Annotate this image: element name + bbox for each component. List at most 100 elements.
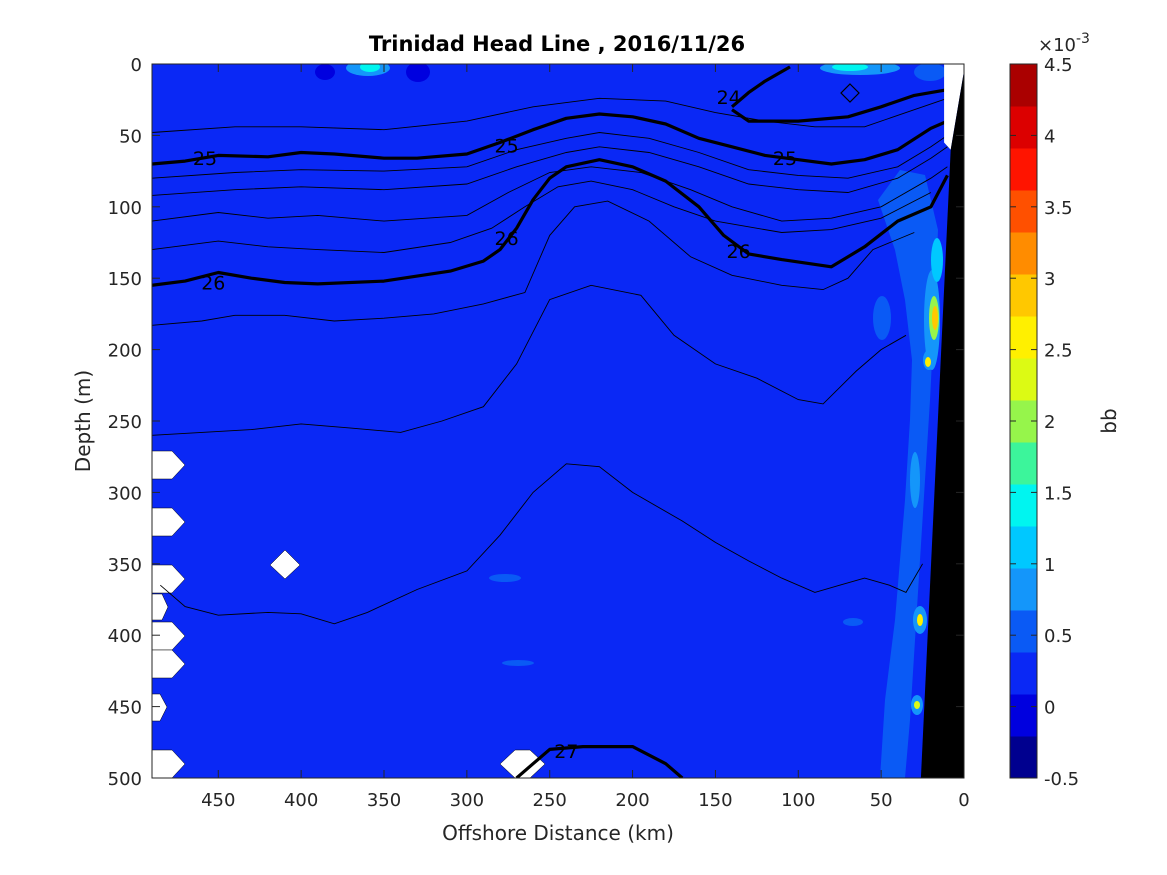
colorbar-tick-label: -0.5	[1044, 769, 1079, 790]
x-tick-label: 150	[698, 790, 732, 811]
colorbar-band	[1010, 526, 1037, 569]
thick-contour-line	[152, 112, 949, 166]
surface-patch	[315, 64, 335, 80]
contour-label: 26	[201, 272, 225, 294]
coastal-patch	[873, 296, 891, 340]
x-tick-label: 350	[367, 790, 401, 811]
field-patch	[502, 660, 534, 666]
colorbar-exponent-power: -3	[1076, 31, 1090, 47]
contour-closed-loop	[840, 83, 860, 103]
colorbar-band	[1010, 148, 1037, 191]
surface-patch	[360, 64, 380, 72]
plot-area: 25 25 25 26 26 26 24 27	[152, 64, 964, 778]
thick-contour-line	[731, 88, 948, 123]
colorbar-tick-label: 1.5	[1044, 483, 1073, 504]
colorbar-band	[1010, 106, 1037, 149]
thin-contour-line	[152, 180, 932, 253]
missing-data-marker	[152, 450, 186, 480]
colorbar-tick-label: 3.5	[1044, 198, 1073, 219]
x-tick-label: 100	[781, 790, 815, 811]
colorbar-tick-label: 3	[1044, 269, 1055, 290]
contour-labels: 25 25 25 26 26 26 24 27	[193, 87, 797, 763]
y-tick-label: 350	[108, 555, 142, 576]
field-background	[152, 64, 964, 778]
thin-contour-line	[152, 166, 948, 222]
coastal-patch	[932, 306, 938, 330]
colorbar-ticks: 4.5 4 3.5 3 2.5 2 1.5 1 0.5 0 -0.5	[1010, 55, 1079, 790]
thin-contour-line	[152, 284, 907, 436]
contour-label: 27	[554, 741, 578, 763]
x-tick-label: 50	[870, 790, 893, 811]
thin-contour-line	[152, 97, 948, 133]
missing-data-marker	[152, 693, 168, 722]
colorbar-band	[1010, 610, 1037, 653]
y-axis-title: Depth (m)	[71, 370, 95, 472]
colorbar-band	[1010, 568, 1037, 611]
x-tick-label: 450	[201, 790, 235, 811]
x-tick-label: 300	[450, 790, 484, 811]
missing-data-markers	[152, 83, 860, 778]
coastal-patch	[925, 357, 931, 367]
y-tick-label: 150	[108, 269, 142, 290]
thin-contours	[152, 97, 948, 625]
contour-label: 25	[773, 148, 797, 170]
coastal-patch	[878, 170, 938, 778]
colorbar: 4.5 4 3.5 3 2.5 2 1.5 1 0.5 0 -0.5 ×10-3 bb	[1009, 31, 1121, 790]
missing-data-marker	[152, 621, 186, 651]
thick-contour-line	[152, 158, 949, 287]
colorbar-band	[1010, 190, 1037, 233]
colorbar-band	[1010, 442, 1037, 485]
missing-data-marker	[152, 593, 169, 621]
field-patches	[315, 64, 946, 778]
field-patch	[843, 618, 863, 626]
colorbar-bands	[1010, 64, 1037, 779]
colorbar-band	[1010, 484, 1037, 527]
contour-label: 25	[193, 148, 217, 170]
missing-data-marker	[269, 549, 301, 580]
coastal-patch	[910, 452, 920, 508]
thick-contour-line	[515, 744, 684, 778]
y-tick-label: 400	[108, 626, 142, 647]
colorbar-band	[1010, 736, 1037, 779]
y-tick-label: 200	[108, 341, 142, 362]
contour-label: 24	[717, 87, 741, 109]
y-tick-label: 100	[108, 198, 142, 219]
colorbar-label: bb	[1097, 408, 1121, 433]
x-tick-label: 0	[958, 790, 969, 811]
seafloor-topography	[920, 71, 964, 778]
coastal-no-data-region	[944, 64, 964, 150]
colorbar-band	[1010, 232, 1037, 275]
x-tick-label: 400	[284, 790, 318, 811]
x-tick-label: 200	[615, 790, 649, 811]
colorbar-tick-label: 0.5	[1044, 626, 1073, 647]
missing-data-marker	[499, 749, 546, 778]
surface-patch	[832, 64, 868, 71]
thin-contour-line	[152, 132, 948, 179]
x-axis: 450 400 350 300 250 200 150 100 50 0	[201, 64, 970, 811]
contour-label: 25	[495, 135, 519, 157]
y-tick-label: 300	[108, 483, 142, 504]
colorbar-band	[1010, 694, 1037, 737]
missing-data-marker	[152, 649, 186, 679]
colorbar-tick-label: 4	[1044, 126, 1055, 147]
y-tick-label: 500	[108, 769, 142, 790]
y-tick-label: 0	[131, 55, 142, 76]
missing-data-marker	[152, 564, 186, 594]
field-patch	[489, 574, 521, 582]
contour-label: 26	[727, 241, 751, 263]
thin-contour-line	[152, 200, 915, 326]
surface-patch	[914, 64, 946, 81]
thick-contours	[152, 65, 949, 778]
y-axis: 0 50 100 150 200 250 300 350 400 450 500	[108, 55, 964, 790]
missing-data-marker	[152, 749, 186, 778]
x-axis-title: Offshore Distance (km)	[442, 821, 674, 845]
colorbar-tick-label: 2.5	[1044, 341, 1073, 362]
coastal-patch	[914, 701, 920, 709]
colorbar-tick-label: 1	[1044, 555, 1055, 576]
colorbar-exponent-base: ×10	[1038, 35, 1076, 56]
thin-contour-line	[152, 146, 948, 196]
colorbar-band	[1010, 316, 1037, 359]
colorbar-band	[1010, 64, 1037, 107]
contour-label: 26	[495, 228, 519, 250]
